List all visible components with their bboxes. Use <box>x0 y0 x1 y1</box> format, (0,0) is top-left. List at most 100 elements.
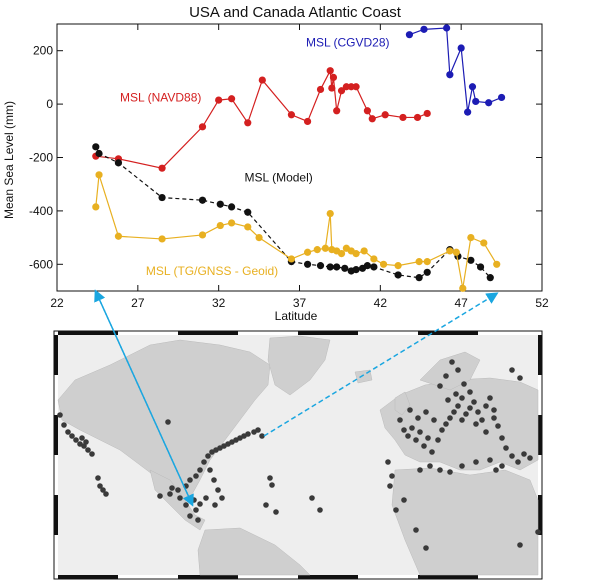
station-dot <box>103 491 109 497</box>
data-point <box>328 84 336 92</box>
station-dot <box>85 447 91 453</box>
station-dot <box>413 527 419 533</box>
map-stations <box>57 359 541 551</box>
data-point <box>464 108 472 116</box>
station-dot <box>449 359 455 365</box>
series-label: MSL (CGVD28) <box>306 36 390 50</box>
x-tick-label: 32 <box>212 296 226 310</box>
map-border-segment <box>418 331 478 335</box>
station-dot <box>443 421 449 427</box>
station-dot <box>429 449 435 455</box>
data-point <box>287 111 296 119</box>
data-point <box>158 164 166 172</box>
series-3 <box>92 171 501 292</box>
latitude-connector-arrows <box>94 289 499 507</box>
data-point <box>379 260 388 268</box>
data-point <box>244 208 252 216</box>
data-point <box>158 235 166 243</box>
data-point <box>415 258 423 266</box>
data-point <box>326 209 334 218</box>
station-dot <box>415 415 421 421</box>
station-dot <box>263 502 269 508</box>
station-dot <box>467 405 473 411</box>
station-dot <box>479 417 485 423</box>
land-mass <box>391 467 539 576</box>
map-border-segment <box>418 575 478 579</box>
data-point <box>303 117 312 126</box>
station-dot <box>447 415 453 421</box>
station-dot <box>487 395 493 401</box>
y-tick-label: 0 <box>46 97 53 111</box>
station-dot <box>169 485 175 491</box>
data-point <box>244 119 252 127</box>
station-dot <box>385 459 391 465</box>
station-dot <box>245 431 251 437</box>
data-point <box>370 255 378 263</box>
station-dot <box>205 453 211 459</box>
plot-area <box>56 23 543 292</box>
data-point <box>337 250 346 258</box>
arrow-north <box>263 292 499 437</box>
series-2 <box>92 143 494 282</box>
data-point <box>468 83 477 91</box>
station-dot <box>509 453 515 459</box>
data-point <box>370 263 378 271</box>
station-dot <box>89 451 95 457</box>
data-point <box>95 149 103 158</box>
station-dot <box>79 435 85 441</box>
data-point <box>333 263 341 271</box>
arrow-south-back <box>95 291 194 507</box>
station-dot <box>413 437 419 443</box>
data-point <box>480 239 488 247</box>
data-point <box>114 159 123 167</box>
station-dot <box>439 427 445 433</box>
station-dot <box>417 429 423 435</box>
data-point <box>321 244 329 252</box>
station-dot <box>491 415 497 421</box>
map-border-segment <box>538 495 542 535</box>
station-dot <box>389 473 395 479</box>
series-label: MSL (Model) <box>245 171 313 185</box>
station-dot <box>495 423 501 429</box>
station-dot <box>193 473 199 479</box>
station-dot <box>521 451 527 457</box>
data-point <box>413 113 422 122</box>
land-mass <box>394 391 411 416</box>
map-border-segment <box>178 575 238 579</box>
data-point <box>467 256 475 264</box>
data-point <box>158 193 166 202</box>
data-point <box>394 262 402 270</box>
station-dot <box>427 463 433 469</box>
station-dot <box>191 497 197 503</box>
station-dot <box>212 502 218 508</box>
data-point <box>352 250 360 258</box>
station-dot <box>435 437 441 443</box>
station-dot <box>203 495 209 501</box>
data-point <box>363 262 371 270</box>
station-dot <box>157 493 163 499</box>
data-point <box>198 196 207 204</box>
y-tick-label: -600 <box>29 257 53 271</box>
series-layer <box>92 24 506 292</box>
data-point <box>95 171 103 179</box>
station-dot <box>401 497 407 503</box>
station-dot <box>69 433 75 439</box>
station-dot <box>269 482 275 488</box>
series-label: MSL (TG/GNSS - Geoid) <box>146 264 278 278</box>
station-dot <box>473 421 479 427</box>
station-dot <box>499 435 505 441</box>
station-dot <box>197 501 203 507</box>
data-point <box>452 248 460 256</box>
station-dot <box>509 367 515 373</box>
map-border-segment <box>178 331 238 335</box>
data-point <box>316 262 325 270</box>
station-dot <box>451 409 457 415</box>
x-axis-label: Latitude <box>275 309 318 323</box>
station-dot <box>447 469 453 475</box>
data-point <box>467 234 475 242</box>
station-dot <box>483 403 489 409</box>
station-dot <box>493 467 499 473</box>
map-border-segment <box>54 495 58 535</box>
data-point <box>446 247 454 255</box>
station-dot <box>443 373 449 379</box>
